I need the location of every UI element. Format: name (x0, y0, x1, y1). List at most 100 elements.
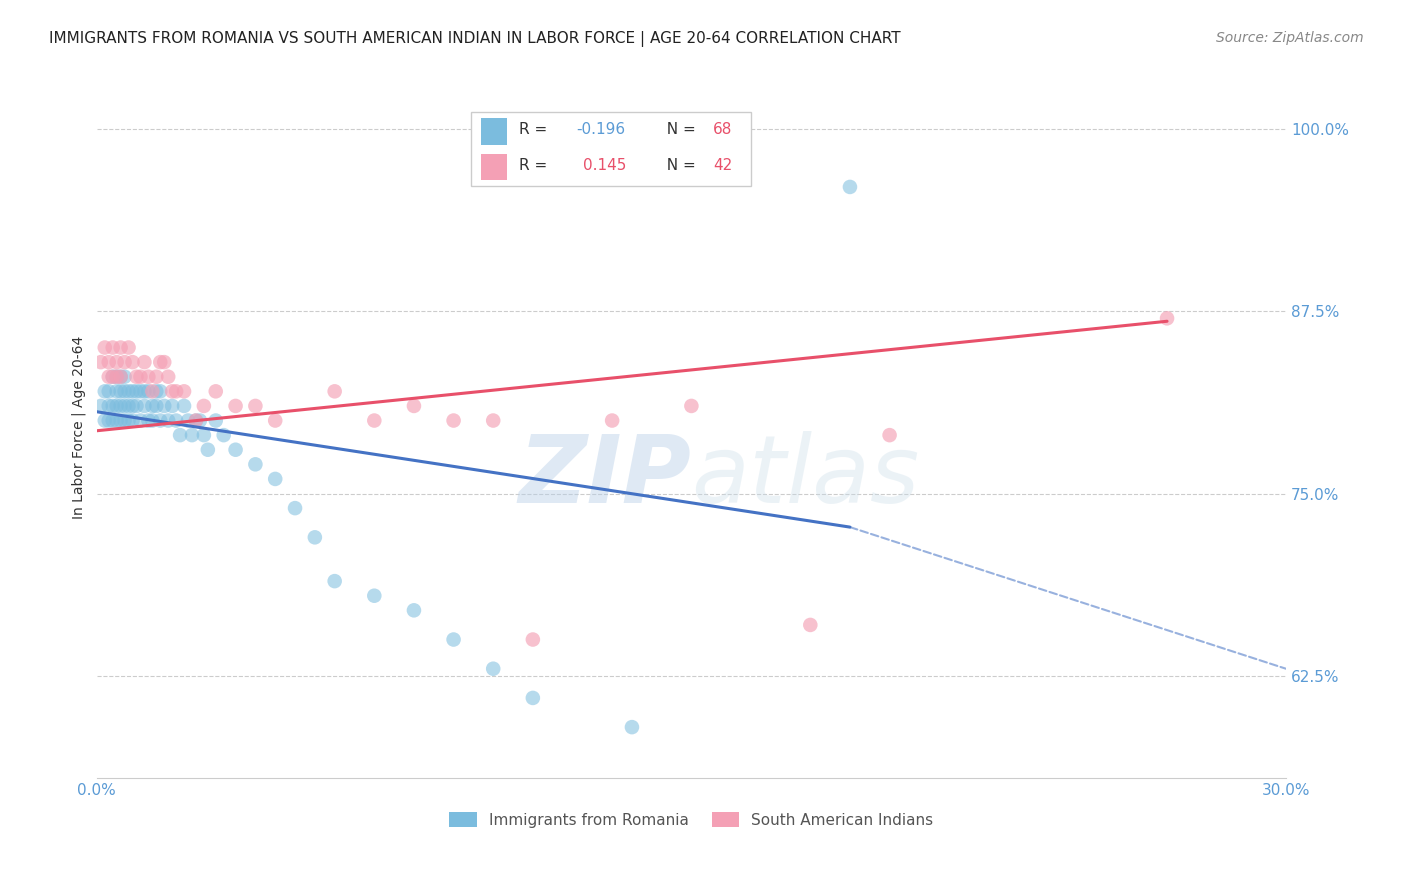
Point (153, 355, 176, 369)
Point (165, 413, 187, 427)
Text: Source: ZipAtlas.com: Source: ZipAtlas.com (1216, 31, 1364, 45)
Point (121, 399, 143, 413)
Text: N =: N = (657, 158, 700, 173)
Point (149, 413, 172, 427)
Point (110, 384, 132, 399)
Point (245, 399, 267, 413)
Point (134, 399, 156, 413)
Point (482, 662, 505, 676)
Point (204, 413, 226, 427)
Point (145, 399, 167, 413)
Point (110, 341, 132, 355)
Point (839, 180, 862, 194)
Text: atlas: atlas (692, 432, 920, 523)
Point (157, 413, 180, 427)
Point (193, 428, 215, 442)
Point (110, 413, 132, 427)
Point (204, 384, 226, 399)
Point (160, 399, 183, 413)
Point (121, 413, 143, 427)
Point (145, 384, 167, 399)
Point (141, 384, 163, 399)
Point (129, 369, 152, 384)
Point (114, 369, 136, 384)
Point (138, 413, 160, 427)
Point (264, 472, 287, 486)
Point (173, 384, 195, 399)
Point (443, 413, 465, 427)
Point (188, 413, 211, 427)
Point (94, 341, 117, 355)
Point (138, 369, 160, 384)
Point (117, 399, 139, 413)
Point (141, 413, 163, 427)
Point (402, 603, 425, 617)
FancyBboxPatch shape (471, 112, 751, 186)
Point (184, 413, 207, 427)
Point (600, 413, 623, 427)
Point (323, 384, 346, 399)
Point (443, 632, 465, 647)
Point (121, 384, 143, 399)
Text: IMMIGRANTS FROM ROMANIA VS SOUTH AMERICAN INDIAN IN LABOR FORCE | AGE 20-64 CORR: IMMIGRANTS FROM ROMANIA VS SOUTH AMERICA… (49, 31, 901, 47)
Bar (481, 118, 508, 145)
Point (114, 399, 136, 413)
Text: R =: R = (519, 122, 553, 137)
Text: 0.145: 0.145 (583, 158, 627, 173)
Point (105, 355, 128, 369)
Point (879, 428, 901, 442)
Point (121, 355, 143, 369)
Point (117, 384, 139, 399)
Point (97, 413, 120, 427)
Point (97, 369, 120, 384)
Point (149, 384, 172, 399)
Point (125, 369, 148, 384)
Point (117, 341, 139, 355)
Point (225, 399, 247, 413)
Point (90, 399, 112, 413)
Point (125, 399, 148, 413)
Point (522, 632, 544, 647)
Point (141, 399, 163, 413)
Point (169, 428, 191, 442)
Point (177, 413, 200, 427)
Legend: Immigrants from Romania, South American Indians: Immigrants from Romania, South American … (443, 805, 939, 834)
Point (101, 369, 124, 384)
Point (90, 355, 112, 369)
Point (173, 399, 195, 413)
Point (129, 384, 152, 399)
Point (94, 413, 117, 427)
Point (134, 355, 156, 369)
Y-axis label: In Labor Force | Age 20-64: In Labor Force | Age 20-64 (72, 336, 86, 519)
Point (145, 369, 167, 384)
Point (117, 413, 139, 427)
Point (110, 369, 132, 384)
Point (197, 442, 219, 457)
Point (94, 384, 117, 399)
Text: R =: R = (519, 158, 557, 173)
Point (105, 384, 128, 399)
Point (101, 369, 124, 384)
Point (799, 618, 821, 632)
Point (193, 399, 215, 413)
Point (363, 413, 385, 427)
Point (165, 384, 187, 399)
Point (101, 399, 124, 413)
Text: ZIP: ZIP (519, 431, 692, 523)
Point (114, 413, 136, 427)
Point (482, 413, 505, 427)
Point (105, 413, 128, 427)
Text: 68: 68 (713, 122, 733, 137)
Point (105, 399, 128, 413)
Point (304, 530, 326, 544)
Point (125, 384, 148, 399)
Point (105, 369, 128, 384)
Point (101, 341, 124, 355)
Point (157, 369, 180, 384)
Point (284, 501, 307, 516)
Point (1156, 311, 1178, 326)
Point (110, 369, 132, 384)
Point (97, 384, 120, 399)
Point (160, 384, 183, 399)
Point (138, 384, 160, 399)
